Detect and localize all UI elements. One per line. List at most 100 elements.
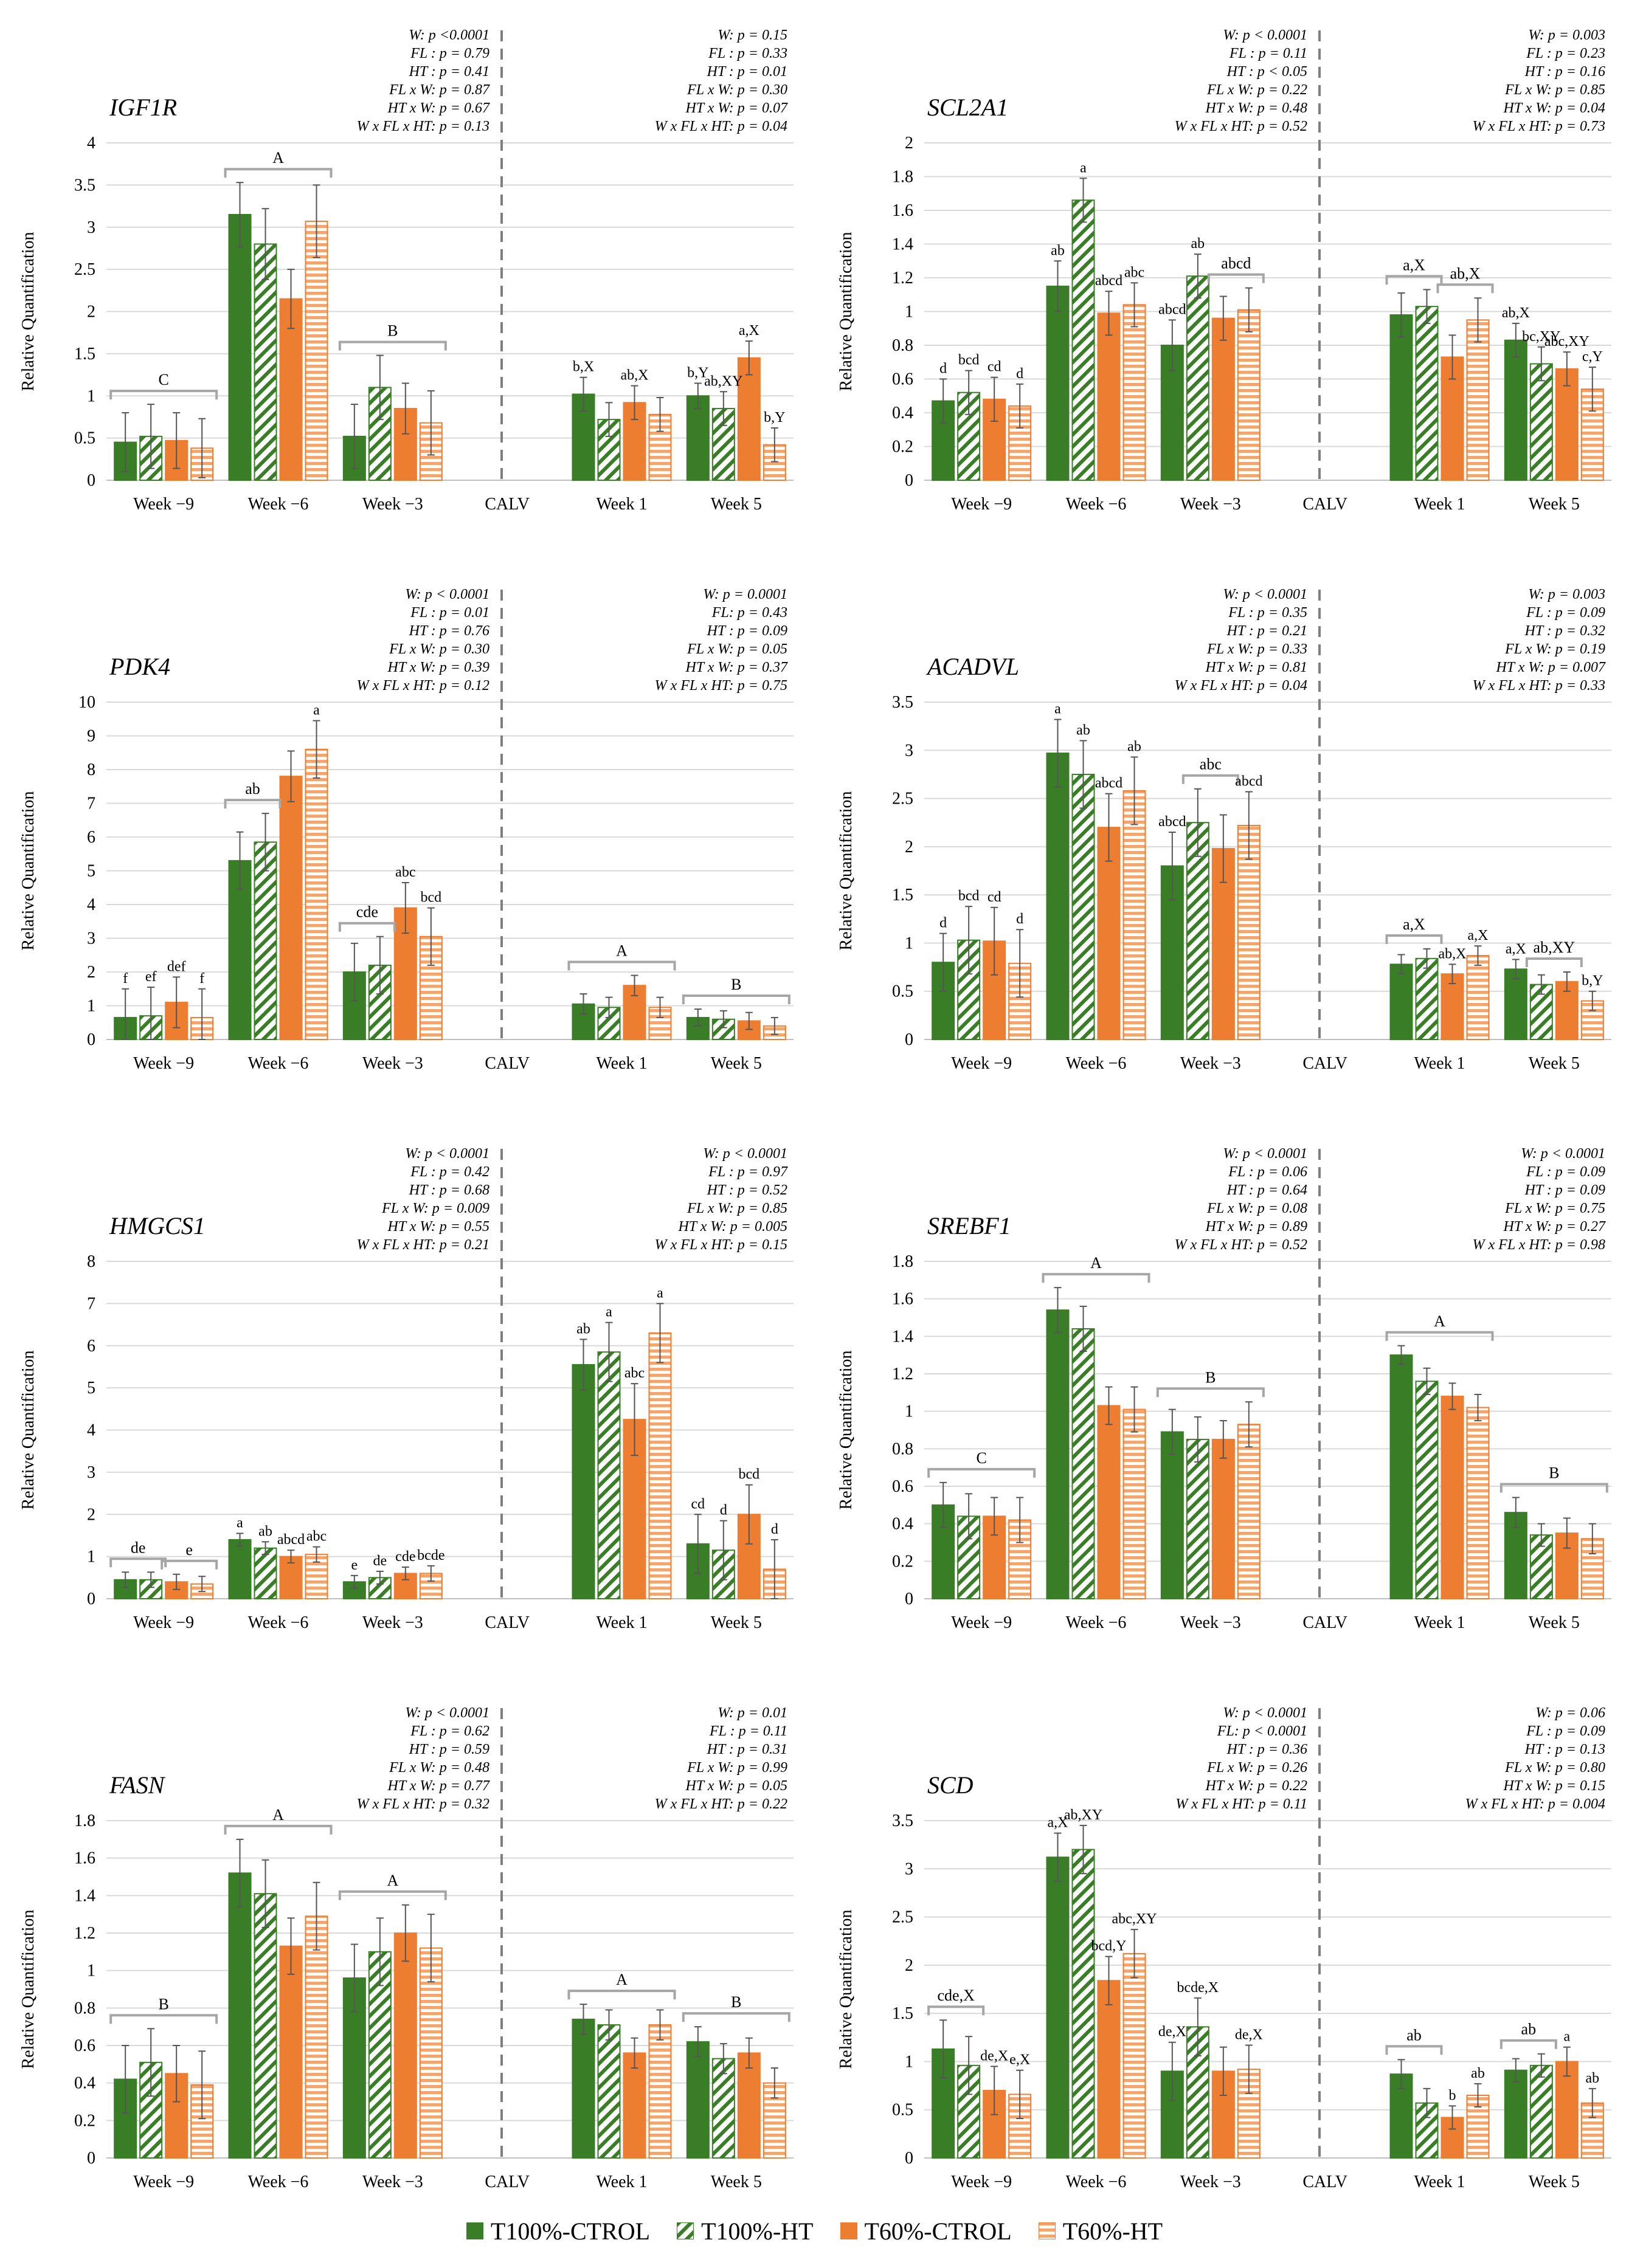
stats-right-line: HT x W: p = 0.007 (1495, 660, 1606, 675)
bar-t60-ht (1466, 319, 1490, 481)
bar-significance-label: a (657, 1285, 663, 1301)
bar-t100-ctrol (686, 395, 710, 481)
bar-t60-ht (1122, 790, 1146, 1041)
y-tick-label: 8 (87, 1252, 95, 1271)
chart-panel-hmgcs1: 0 1 2 3 4 5 6 7 8 Relative Quantification HMGCS1 W:… (19, 1146, 794, 1632)
y-tick-label: 9 (87, 727, 95, 746)
bar-t60-ctrol (1555, 368, 1579, 481)
stats-right-line: W: p = 0.15 (718, 27, 787, 43)
stats-left-line: FL x W: p = 0.26 (1206, 1760, 1307, 1776)
bar-t60-ht (1122, 304, 1146, 481)
bar-t100-ht (1071, 773, 1095, 1041)
stats-right-line: W x FL x HT: p = 0.98 (1473, 1237, 1605, 1253)
stats-right-line: W x FL x HT: p = 0.004 (1465, 1796, 1605, 1812)
bar-t60-ctrol (623, 2052, 646, 2159)
bar-significance-label: d (771, 1522, 778, 1537)
bar-significance-label: ab,XY (704, 373, 742, 389)
y-tick-label: 3 (905, 1860, 913, 1878)
bar-t100-ht (139, 2061, 163, 2159)
stats-right-line: W x FL x HT: p = 0.22 (655, 1796, 787, 1812)
x-category-label: Week 1 (1414, 495, 1465, 514)
x-category-label: Week 5 (711, 495, 762, 514)
bar-t100-ctrol (1504, 2069, 1527, 2159)
stats-right-line: FL : p = 0.33 (708, 46, 787, 61)
bar-t100-ht (1071, 1328, 1095, 1599)
group-bracket (1156, 1387, 1265, 1398)
y-tick-label: 10 (78, 693, 95, 712)
y-tick-label: 1.2 (892, 1365, 913, 1384)
y-tick-label: 1 (87, 1962, 95, 1980)
x-category-label: Week 5 (1529, 2173, 1580, 2191)
bar-t60-ht (1466, 955, 1490, 1040)
y-tick-label: 0.2 (892, 1552, 913, 1571)
x-category-label: Week 5 (711, 1613, 762, 1632)
x-category-label: Week 1 (596, 495, 647, 514)
x-category-label: Week 1 (1414, 2173, 1465, 2191)
bar-significance-label: ef (145, 969, 157, 985)
bar-t60-ctrol (1097, 1405, 1121, 1600)
stats-right-line: W x FL x HT: p = 0.15 (655, 1237, 787, 1253)
stats-left-line: FL : p = 0.79 (410, 46, 489, 61)
stats-left-line: FL x W: p = 0.08 (1206, 1201, 1307, 1216)
chart-panel-srebf1: 0 0.2 0.4 0.6 0.8 1 1.2 1.4 1.6 1.8 Relative Quant… (837, 1146, 1611, 1632)
legend-item-t60-ctrol: T60%-CTROL (840, 2217, 1012, 2246)
x-category-label: CALV (485, 1054, 530, 1073)
y-tick-label: 5 (87, 862, 95, 881)
stats-right-line: FL x W: p = 0.85 (687, 1201, 787, 1216)
stats-right-line: HT x W: p = 0.04 (1503, 100, 1605, 116)
stats-right-line: FL : p = 0.09 (1526, 605, 1605, 621)
group-label: B (1205, 1368, 1216, 1386)
stats-right-line: HT x W: p = 0.005 (677, 1219, 787, 1235)
x-category-label: Week −9 (133, 495, 194, 514)
x-category-label: Week −3 (362, 2173, 423, 2191)
legend-item-t60-ht: T60%-HT (1038, 2217, 1163, 2246)
legend-label-t60-ht: T60%-HT (1062, 2217, 1163, 2245)
bar-t60-ctrol (1441, 1396, 1464, 1599)
stats-left-line: W x FL x HT: p = 0.11 (1175, 1796, 1307, 1812)
x-category-label: Week −9 (951, 495, 1012, 514)
stats-left-line: HT : p = 0.64 (1226, 1182, 1307, 1198)
stats-right-line: HT x W: p = 0.15 (1503, 1778, 1605, 1794)
bar-significance-label: d (1016, 911, 1023, 927)
group-bracket (224, 799, 282, 809)
stats-right-line: HT : p = 0.16 (1524, 64, 1605, 80)
bar-t60-ht (305, 748, 328, 1040)
stats-right-line: FL: p = 0.43 (711, 605, 787, 621)
y-tick-label: 0.8 (892, 336, 913, 355)
x-category-label: CALV (1302, 1613, 1347, 1632)
y-tick-label: 0 (905, 2149, 913, 2168)
y-tick-label: 1.6 (74, 1849, 95, 1868)
bar-significance-label: a (1080, 160, 1087, 176)
bar-t60-ctrol (393, 1932, 417, 2159)
group-bracket (1525, 957, 1583, 967)
chart-panel-fasn: 0 0.2 0.4 0.6 0.8 1 1.2 1.4 1.6 1.8 Relative Quant… (19, 1705, 794, 2191)
bar-t60-ht (1466, 1407, 1490, 1599)
group-label: abcd (1221, 255, 1251, 272)
y-tick-label: 0 (87, 2149, 95, 2168)
bar-significance-label: abc (395, 864, 415, 880)
x-category-label: CALV (1302, 1054, 1347, 1073)
bar-significance-label: b,Y (764, 410, 785, 426)
bar-significance-label: bcde,X (1177, 1980, 1219, 1996)
x-category-label: Week −6 (1066, 1054, 1127, 1073)
bar-t60-ctrol (1441, 973, 1464, 1040)
y-tick-label: 2.5 (74, 260, 95, 279)
y-tick-label: 1.6 (892, 201, 913, 220)
chart-title: ACADVL (925, 653, 1019, 680)
y-tick-label: 1 (87, 997, 95, 1016)
bar-t60-ctrol (279, 298, 303, 481)
stats-left-line: FL : p = 0.35 (1228, 605, 1307, 621)
bar-significance-label: abcd (277, 1532, 305, 1548)
group-bracket (338, 1890, 447, 1900)
y-axis-title: Relative Quantification (19, 1909, 38, 2069)
stats-right-line: HT x W: p = 0.05 (685, 1778, 787, 1794)
stats-left-line: HT x W: p = 0.55 (387, 1219, 489, 1235)
group-bracket (224, 1824, 333, 1835)
chart-panel-igf1r: 0 0.5 1 1.5 2 2.5 3 3.5 4 Relative Quantification… (19, 27, 794, 514)
x-category-label: Week −6 (248, 2173, 309, 2191)
y-tick-label: 1.5 (892, 2004, 913, 2023)
y-tick-label: 6 (87, 1337, 95, 1356)
stats-left-line: W: p < 0.0001 (405, 1705, 489, 1721)
group-label: B (731, 976, 741, 993)
stats-left-line: W: p < 0.0001 (405, 587, 489, 602)
